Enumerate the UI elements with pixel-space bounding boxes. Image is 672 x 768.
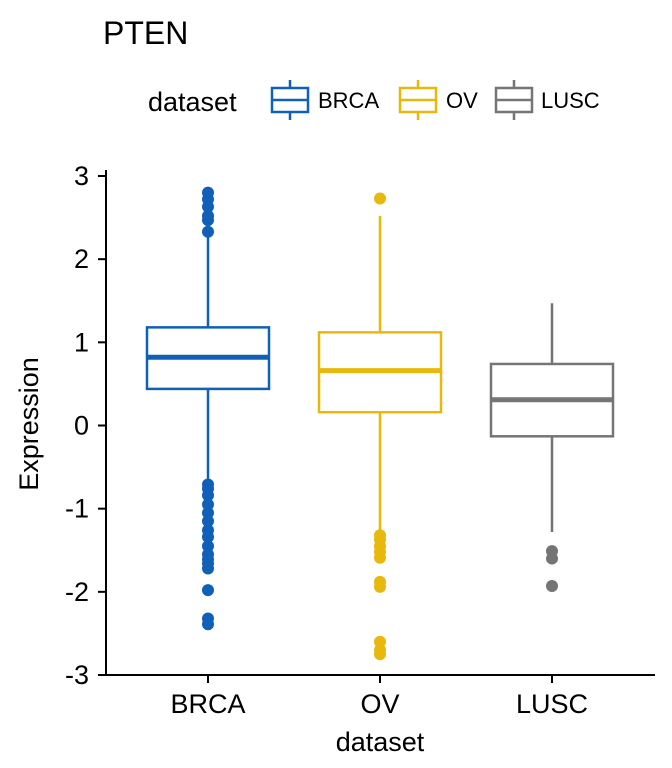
outlier-point xyxy=(202,214,214,227)
outlier-point xyxy=(546,552,558,565)
x-tick-label: LUSC xyxy=(516,689,588,719)
box-lusc xyxy=(489,303,615,593)
chart-title: PTEN xyxy=(103,15,188,51)
y-tick-label: 0 xyxy=(74,411,89,441)
y-tick-label: 3 xyxy=(74,161,89,191)
y-tick-label: 1 xyxy=(74,327,89,357)
legend-item-ov: OV xyxy=(398,80,478,120)
box-brca xyxy=(145,186,271,631)
plot-area xyxy=(145,186,615,661)
legend-label: OV xyxy=(446,88,478,113)
y-tick-label: -3 xyxy=(65,660,89,690)
outlier-point xyxy=(202,540,214,553)
box-ov xyxy=(317,192,443,661)
legend-item-brca: BRCA xyxy=(270,80,379,120)
outlier-point xyxy=(202,530,214,543)
outlier-point xyxy=(374,648,386,661)
x-tick-label: BRCA xyxy=(170,689,245,719)
outlier-point xyxy=(202,225,214,238)
y-tick-label: -2 xyxy=(65,577,89,607)
outlier-point xyxy=(202,489,214,502)
outlier-point xyxy=(202,618,214,631)
outlier-point xyxy=(202,506,214,519)
outlier-point xyxy=(546,580,558,593)
outlier-point xyxy=(202,498,214,511)
outlier-point xyxy=(374,551,386,564)
outlier-point xyxy=(202,515,214,528)
outlier-point xyxy=(202,200,214,213)
y-tick-label: 2 xyxy=(74,244,89,274)
outlier-point xyxy=(374,580,386,593)
legend-item-lusc: LUSC xyxy=(494,80,600,120)
outlier-point xyxy=(202,562,214,575)
y-axis-ticks: 3 2 1 0 -1 -2 -3 xyxy=(65,161,106,690)
x-axis-label: dataset xyxy=(336,727,425,757)
x-tick-label: OV xyxy=(360,689,399,719)
legend-title: dataset xyxy=(148,87,237,117)
legend-label: BRCA xyxy=(318,88,379,113)
outlier-point xyxy=(374,635,386,648)
legend: dataset BRCA OV LUSC xyxy=(148,80,600,120)
outlier-point xyxy=(374,192,386,205)
x-axis-ticks: BRCA OV LUSC xyxy=(170,675,588,719)
y-axis-label: Expression xyxy=(14,357,44,491)
legend-label: LUSC xyxy=(541,88,600,113)
outlier-point xyxy=(202,584,214,597)
y-tick-label: -1 xyxy=(65,494,89,524)
